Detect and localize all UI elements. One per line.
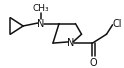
Text: N: N [37,19,45,29]
Text: O: O [90,58,97,68]
Text: N: N [67,38,74,48]
Text: CH₃: CH₃ [32,4,49,13]
Text: Cl: Cl [113,19,122,29]
